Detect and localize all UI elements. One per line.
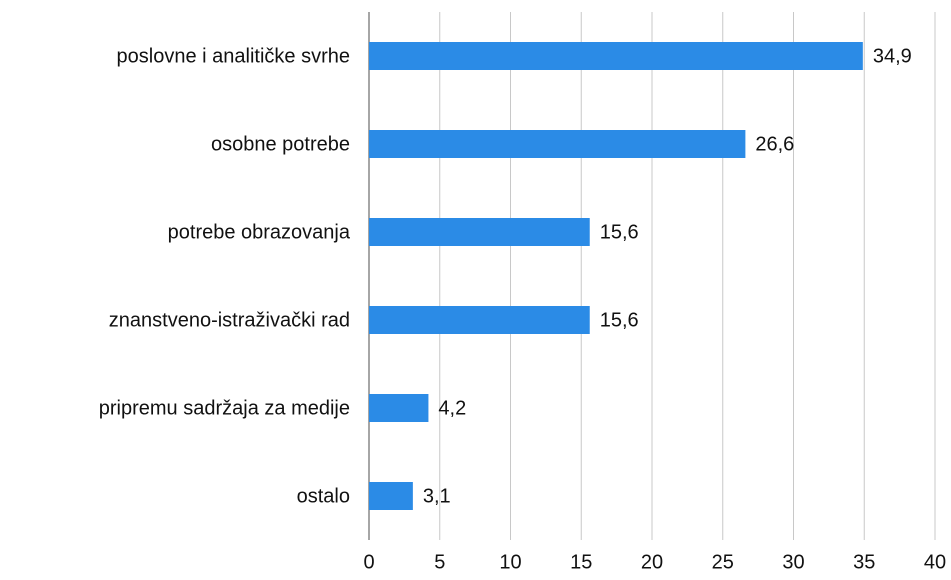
bar xyxy=(369,218,590,246)
x-tick-label: 15 xyxy=(570,551,592,573)
bar xyxy=(369,42,863,70)
x-tick-label: 30 xyxy=(782,551,804,573)
value-label: 15,6 xyxy=(600,309,639,331)
value-label: 34,9 xyxy=(873,45,912,67)
y-tick-label: poslovne i analitičke svrhe xyxy=(117,45,350,67)
y-tick-label: znanstveno-istraživački rad xyxy=(109,309,350,331)
y-tick-label: osobne potrebe xyxy=(211,133,350,155)
y-tick-label: pripremu sadržaja za medije xyxy=(99,397,350,419)
value-label: 4,2 xyxy=(438,397,466,419)
x-tick-label: 20 xyxy=(641,551,663,573)
bar xyxy=(369,130,746,158)
x-tick-label: 0 xyxy=(363,551,374,573)
bar xyxy=(369,394,429,422)
x-tick-label: 10 xyxy=(499,551,521,573)
bar xyxy=(369,482,413,510)
x-tick-label: 35 xyxy=(853,551,875,573)
x-tick-label: 5 xyxy=(434,551,445,573)
bar xyxy=(369,306,590,334)
x-tick-label: 25 xyxy=(712,551,734,573)
x-tick-label: 40 xyxy=(924,551,946,573)
value-label: 15,6 xyxy=(600,221,639,243)
y-tick-label: potrebe obrazovanja xyxy=(168,221,351,243)
y-tick-label: ostalo xyxy=(297,485,350,507)
value-label: 26,6 xyxy=(755,133,794,155)
value-label: 3,1 xyxy=(423,485,451,507)
